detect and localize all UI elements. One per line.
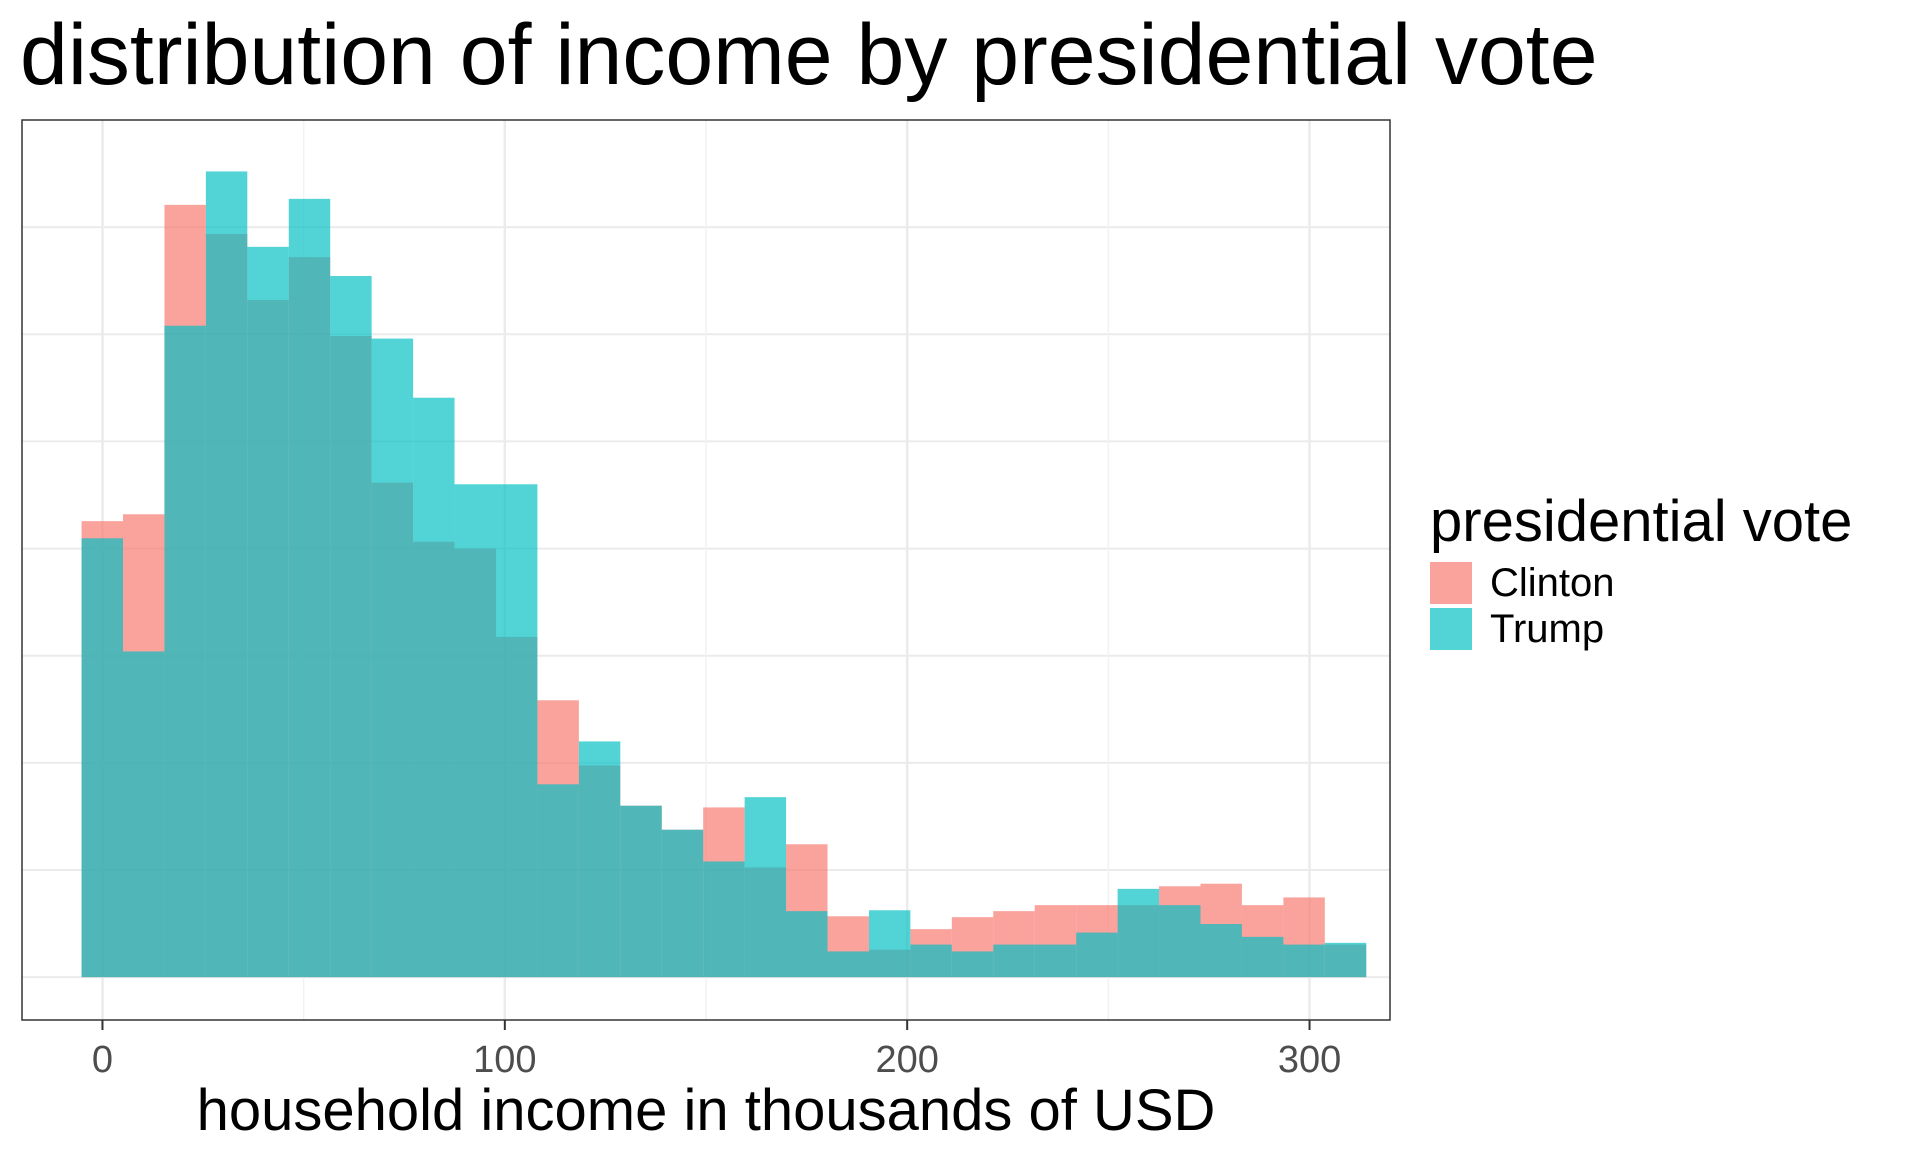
legend-swatch-trump [1430, 608, 1472, 650]
bar-trump-10 [495, 484, 538, 978]
bar-trump-30 [1324, 942, 1367, 978]
histogram-bars [81, 171, 1367, 978]
bar-trump-24 [1076, 932, 1118, 978]
bar-trump-26 [1159, 905, 1201, 978]
legend-swatch-clinton [1430, 562, 1472, 604]
bar-trump-25 [1117, 888, 1160, 978]
bar-trump-13 [620, 805, 662, 978]
bar-trump-19 [868, 910, 911, 978]
bar-trump-29 [1283, 944, 1325, 978]
bar-trump-0 [81, 538, 123, 978]
bar-trump-3 [205, 171, 248, 978]
panel-border [21, 119, 1391, 1021]
bar-trump-22 [993, 944, 1035, 978]
x-tick-label-100: 100 [473, 1039, 536, 1081]
bar-trump-8 [413, 397, 455, 978]
bar-trump-12 [578, 741, 621, 978]
chart-title: distribution of income by presidential v… [20, 7, 1598, 103]
series-trump [81, 171, 1367, 978]
bar-trump-9 [454, 484, 496, 978]
legend-label-clinton: Clinton [1490, 561, 1615, 605]
x-axis-ticks: 0 100 200 300 [92, 1020, 1341, 1081]
bar-trump-7 [371, 338, 414, 978]
legend-item-trump: Trump [1430, 606, 1852, 652]
bar-trump-6 [330, 276, 372, 978]
bar-trump-15 [703, 861, 745, 978]
bar-trump-28 [1241, 936, 1284, 978]
bar-trump-14 [661, 829, 704, 978]
bar-trump-2 [164, 325, 206, 978]
bar-trump-18 [827, 951, 869, 978]
x-tick-label-200: 200 [875, 1039, 938, 1081]
bar-trump-1 [122, 651, 165, 978]
x-axis-label: household income in thousands of USD [197, 1078, 1216, 1143]
bar-trump-20 [910, 944, 952, 978]
legend-label-trump: Trump [1490, 607, 1605, 651]
legend-item-clinton: Clinton [1430, 560, 1852, 606]
x-tick-label-300: 300 [1278, 1039, 1341, 1081]
bar-trump-5 [288, 198, 331, 978]
bar-trump-27 [1200, 924, 1242, 978]
bar-trump-11 [537, 784, 579, 978]
bar-trump-23 [1034, 944, 1077, 978]
bar-trump-21 [951, 951, 994, 978]
legend-title: presidential vote [1430, 489, 1853, 554]
bar-trump-17 [786, 911, 828, 978]
bar-trump-4 [247, 246, 289, 978]
legend: presidential vote Clinton Trump [1430, 488, 1852, 652]
x-tick-label-0: 0 [92, 1039, 113, 1081]
bar-trump-16 [744, 797, 787, 978]
